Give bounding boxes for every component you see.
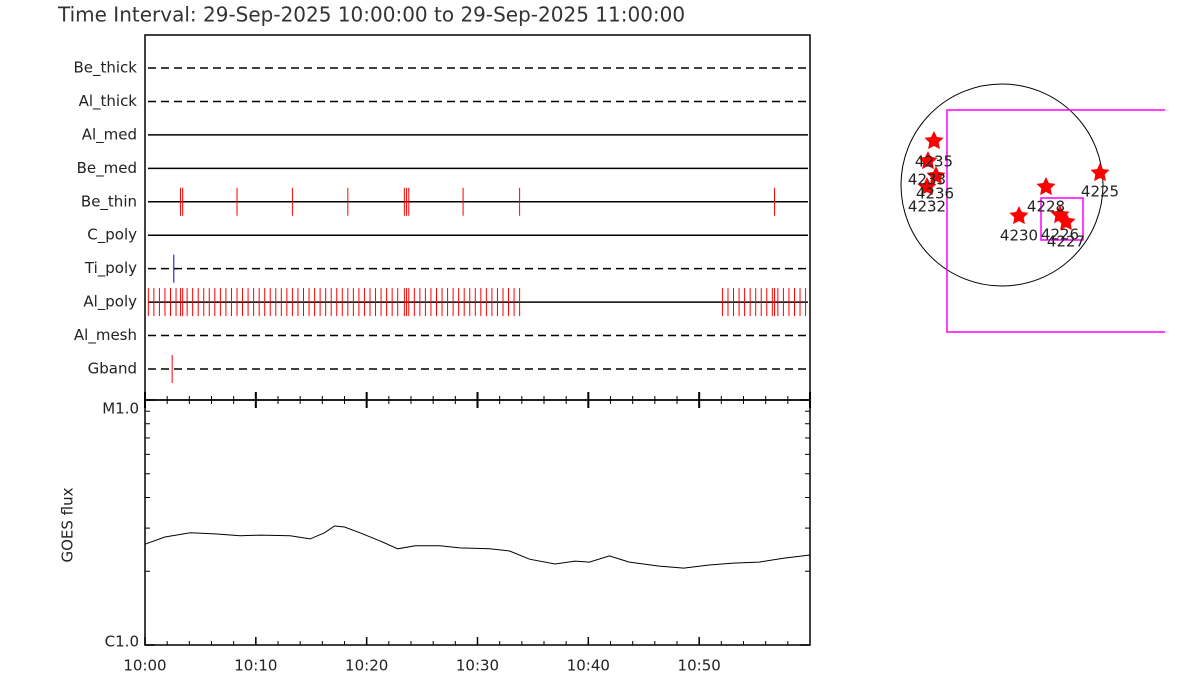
ar-star xyxy=(1009,206,1029,225)
goes-line xyxy=(144,525,811,569)
fov-box xyxy=(946,109,1165,333)
x-tick-label: 10:00 xyxy=(123,657,166,675)
ar-label: 4236 xyxy=(916,185,954,203)
row-label: Gband xyxy=(88,360,137,378)
x-tick-label: 10:20 xyxy=(345,657,388,675)
row-label: Al_med xyxy=(82,125,137,144)
timeline-frame xyxy=(144,34,811,401)
goes-frame xyxy=(144,399,811,646)
row-label: Ti_poly xyxy=(84,259,137,278)
row-label: C_poly xyxy=(87,226,137,245)
row-label: Al_thick xyxy=(79,92,138,111)
ar-label: 4225 xyxy=(1081,183,1119,201)
ar-star xyxy=(1090,163,1110,182)
x-tick-label: 10:50 xyxy=(678,657,721,675)
y-tick-label: M1.0 xyxy=(102,400,139,418)
y-tick-label: C1.0 xyxy=(105,633,139,651)
y-axis-label: GOES flux xyxy=(59,487,77,562)
ar-label: 4232 xyxy=(908,198,946,216)
ar-label: 4233 xyxy=(908,171,946,189)
ar-label: 4228 xyxy=(1027,198,1065,216)
x-tick-label: 10:30 xyxy=(456,657,499,675)
solar-disk xyxy=(900,83,1104,287)
row-label: Al_mesh xyxy=(74,326,137,345)
row-label: Be_thick xyxy=(73,59,137,78)
fov-box xyxy=(1040,197,1084,241)
x-tick-label: 10:40 xyxy=(567,657,610,675)
ar-label: 4227 xyxy=(1047,233,1085,251)
ar-map: 4235 4233 4236 4232 4225 4228 4230 4226 … xyxy=(900,83,1165,333)
ar-star xyxy=(924,131,944,150)
row-label: Be_med xyxy=(77,159,137,178)
chart-title: Time Interval: 29-Sep-2025 10:00:00 to 2… xyxy=(57,3,685,27)
ar-label: 4235 xyxy=(915,153,953,171)
ar-star xyxy=(1036,177,1056,196)
row-label: Al_poly xyxy=(83,293,137,312)
row-label: Be_thin xyxy=(81,192,137,211)
x-tick-label: 10:10 xyxy=(234,657,277,675)
ar-label: 4226 xyxy=(1041,226,1079,244)
ar-label: 4230 xyxy=(1000,227,1038,245)
